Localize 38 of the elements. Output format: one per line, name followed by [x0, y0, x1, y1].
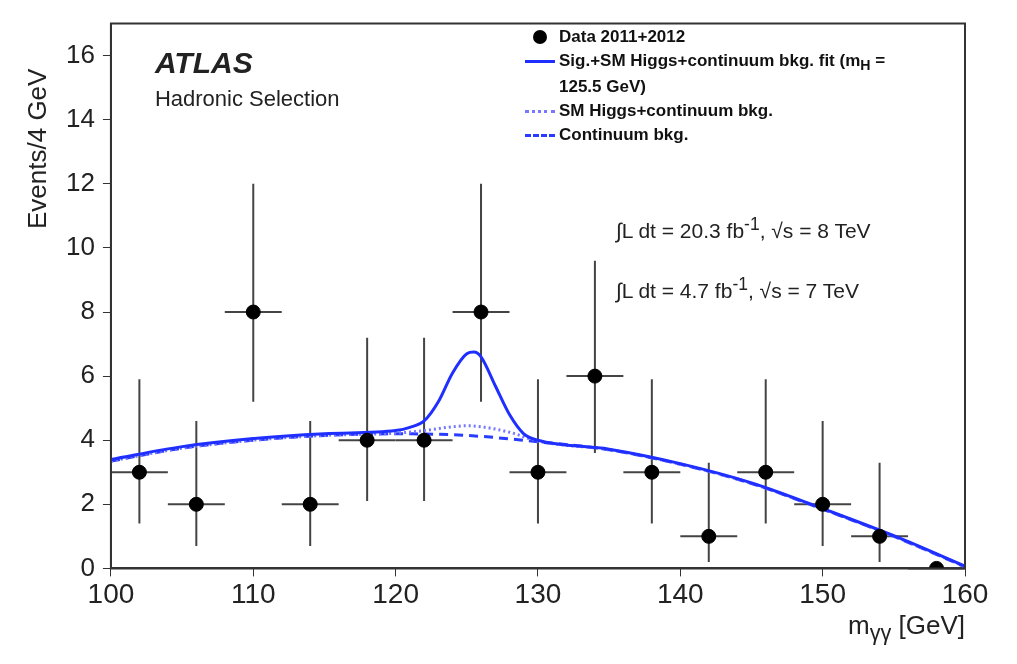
x-tick-label: 120 — [372, 577, 419, 609]
y-tick-label: 16 — [66, 38, 95, 69]
point — [416, 432, 432, 448]
x-axis-title: m$_{γγ}$ [GeV] — [847, 610, 965, 647]
y-tick-label: 6 — [80, 359, 95, 390]
x-tick-label: 150 — [799, 577, 847, 609]
point — [359, 432, 375, 448]
annotation: ∫L dt = 4.7 fb$^{-1}$, √s = 7 TeV — [615, 273, 859, 303]
point — [245, 304, 261, 320]
x-tick-label: 140 — [656, 577, 704, 609]
point — [473, 304, 489, 320]
y-tick-label: 10 — [66, 231, 95, 262]
point — [815, 496, 831, 512]
point — [701, 528, 717, 544]
y-tick-label: 4 — [80, 423, 95, 454]
y-axis-title: Events/4 GeV — [22, 68, 53, 229]
text: Sig.+SM Higgs+continuum bkg. fit (m$_{H}$ = 125.5 GeV) — [559, 51, 886, 97]
point — [188, 496, 204, 512]
annotation: ∫L dt = 20.3 fb$^{-1}$, √s = 8 TeV — [615, 213, 871, 243]
legend-label: SM Higgs+continuum bkg. — [559, 100, 773, 123]
point — [587, 368, 603, 384]
y-tick-label: 12 — [66, 167, 95, 198]
annotation: Hadronic Selection — [154, 85, 340, 112]
y-tick-label: 8 — [80, 295, 95, 326]
x-tick-label: 160 — [941, 577, 989, 609]
legend-label: Continuum bkg. — [559, 124, 689, 147]
y-tick-label: 2 — [80, 487, 95, 518]
point — [758, 464, 774, 480]
y-tick-label: 14 — [66, 102, 95, 133]
point — [302, 496, 318, 512]
point — [872, 528, 888, 544]
legend-label: Data 2011+2012 — [559, 26, 686, 48]
x-tick-label: 110 — [230, 577, 276, 609]
point — [644, 464, 660, 480]
point — [131, 464, 147, 480]
annotation: ATLAS — [154, 45, 253, 80]
x-tick-label: 130 — [514, 577, 562, 609]
point — [530, 464, 546, 480]
